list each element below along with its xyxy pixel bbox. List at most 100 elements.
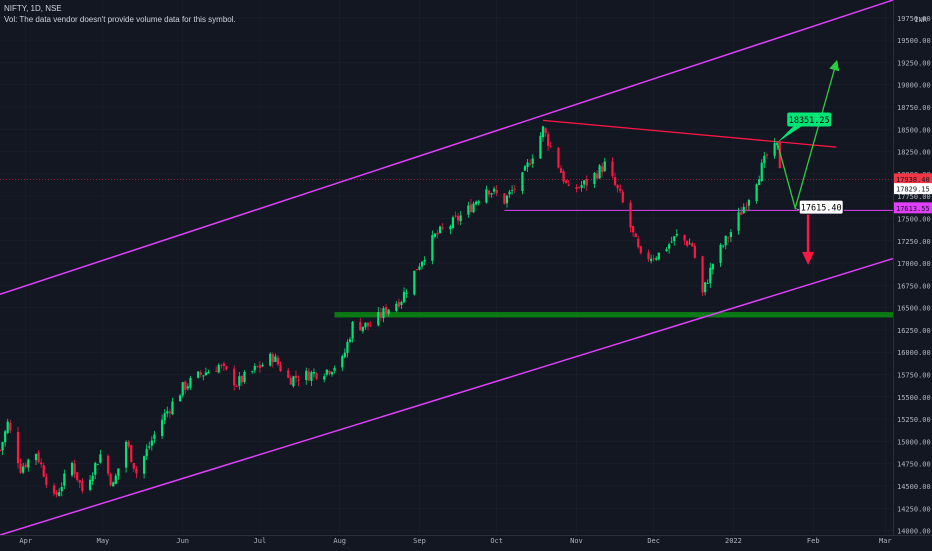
candle-body xyxy=(413,270,416,295)
candle-body xyxy=(276,357,280,365)
candle-body xyxy=(161,419,164,437)
candle-body xyxy=(747,200,750,206)
candle-body xyxy=(366,322,370,327)
candle-body xyxy=(526,162,529,168)
candle-body xyxy=(415,268,419,271)
price-label-text: 17938.40 xyxy=(896,176,930,184)
candle-body xyxy=(1,442,4,451)
candle-body xyxy=(132,462,135,469)
candle-body xyxy=(585,178,588,186)
candle-body xyxy=(495,189,498,194)
candle-body xyxy=(310,372,313,381)
candle-body xyxy=(583,180,586,185)
candle-body xyxy=(40,462,43,465)
candle-body xyxy=(639,246,642,253)
support-zone xyxy=(334,312,893,318)
candle-body xyxy=(523,166,527,171)
candle-body xyxy=(42,465,45,477)
candle-body xyxy=(511,190,514,191)
candle-body xyxy=(197,371,200,378)
candle-body xyxy=(469,204,473,213)
time-tick-label: Sep xyxy=(413,537,426,545)
candle-body xyxy=(549,145,552,147)
candle-body xyxy=(778,141,781,169)
drawings-back xyxy=(0,0,894,536)
candle-body xyxy=(45,477,48,485)
candle-body xyxy=(670,241,673,243)
candle-body xyxy=(9,422,12,431)
candle-body xyxy=(76,472,79,480)
candle-body xyxy=(755,184,758,202)
price-label-text: 17613.55 xyxy=(896,205,930,213)
candle-body xyxy=(557,147,560,168)
candle-body xyxy=(143,456,146,474)
channel-upper-line xyxy=(0,0,894,295)
candle-body xyxy=(487,190,491,195)
channel-lower-line xyxy=(0,257,894,536)
candle-body xyxy=(688,243,691,245)
price-tick-label: 15750.00 xyxy=(897,372,931,380)
candle-body xyxy=(114,475,117,484)
time-tick-label: Mar xyxy=(879,537,892,545)
candle-body xyxy=(274,356,277,362)
axis-labels: 14000.00 14250.00 14500.00 14750.00 15000.00… xyxy=(19,15,932,545)
candle-body xyxy=(474,201,478,205)
candle-body xyxy=(631,225,635,233)
candle-body xyxy=(467,205,470,215)
candle-body xyxy=(58,492,61,496)
candle-body xyxy=(544,128,547,134)
price-axis[interactable] xyxy=(893,0,932,535)
price-label-box xyxy=(894,173,932,185)
candle-body xyxy=(279,364,282,372)
pullback-callout: 17615.40 xyxy=(795,199,844,215)
price-tick-label: 18750.00 xyxy=(897,104,931,112)
candle-body xyxy=(387,309,390,314)
candle-body xyxy=(166,411,169,414)
candle-body xyxy=(629,202,632,228)
callout-box xyxy=(798,199,844,215)
candle-body xyxy=(148,446,151,448)
candle-body xyxy=(220,365,223,366)
candle-body xyxy=(233,368,236,386)
candle-body xyxy=(52,485,56,494)
callout-pointer xyxy=(777,126,802,143)
candle-body xyxy=(217,365,220,373)
candle-body xyxy=(269,353,272,366)
time-tick-label: May xyxy=(97,537,110,545)
candle-body xyxy=(485,189,488,203)
candle-body xyxy=(580,185,583,188)
chart-header: NIFTY, 1D, NSE Vol: The data vendor does… xyxy=(4,3,236,25)
candle-body xyxy=(577,187,581,189)
candle-body xyxy=(763,155,766,164)
price-tick-label: 18250.00 xyxy=(897,149,931,157)
candle-body xyxy=(186,386,189,389)
candle-body xyxy=(722,245,725,247)
candle-body xyxy=(686,241,689,246)
time-tick-label: Dec xyxy=(647,537,660,545)
candle-body xyxy=(673,236,676,242)
candle-body xyxy=(240,375,244,383)
candle-body xyxy=(346,341,349,353)
candle-body xyxy=(63,473,66,486)
candle-body xyxy=(88,479,92,490)
candle-body xyxy=(456,215,460,221)
candle-body xyxy=(711,263,714,270)
candle-body xyxy=(297,379,300,381)
time-axis[interactable] xyxy=(0,535,932,551)
candle-body xyxy=(611,161,614,177)
candle-body xyxy=(222,363,225,366)
candle-body xyxy=(521,172,524,191)
candle-body xyxy=(531,158,534,164)
candle-body xyxy=(567,184,570,186)
candle-body xyxy=(418,266,421,270)
price-tick-label: 15000.00 xyxy=(897,438,931,446)
candle-body xyxy=(287,370,290,378)
time-tick-label: Jun xyxy=(176,537,189,545)
candle-body xyxy=(330,371,334,375)
candle-body xyxy=(405,292,408,294)
candle-body xyxy=(477,201,480,203)
candle-body xyxy=(243,371,246,382)
symbol-line[interactable]: NIFTY, 1D, NSE xyxy=(4,4,62,13)
